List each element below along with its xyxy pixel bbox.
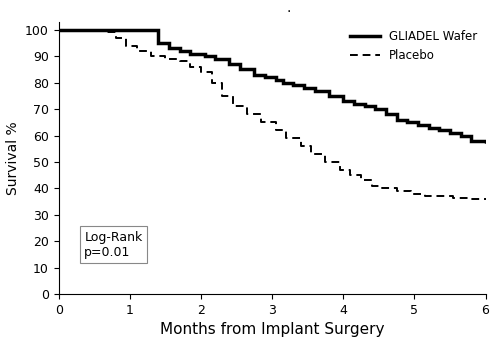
Legend: GLIADEL Wafer, Placebo: GLIADEL Wafer, Placebo (346, 25, 482, 67)
Y-axis label: Survival %: Survival % (5, 121, 20, 195)
X-axis label: Months from Implant Surgery: Months from Implant Surgery (160, 322, 384, 338)
Text: ·: · (287, 5, 292, 20)
Text: Log-Rank
p=0.01: Log-Rank p=0.01 (84, 231, 143, 259)
